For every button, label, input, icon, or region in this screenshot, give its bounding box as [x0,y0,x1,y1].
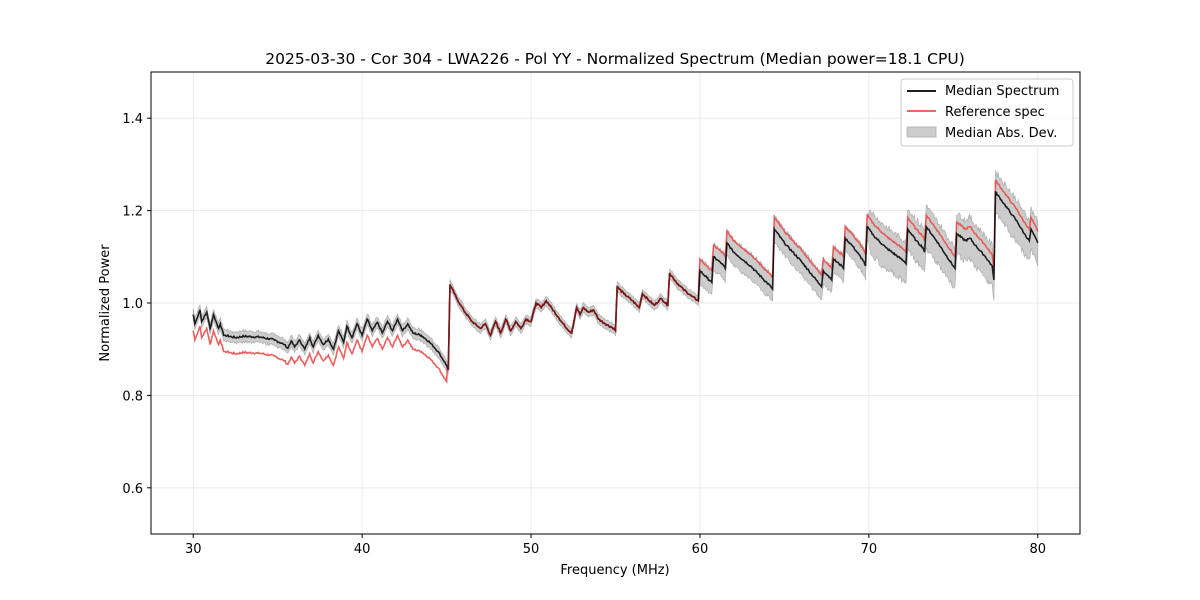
x-tick-label: 70 [861,542,878,557]
x-tick-label: 60 [692,542,709,557]
y-tick-label: 0.8 [122,389,143,404]
chart-title: 2025-03-30 - Cor 304 - LWA226 - Pol YY -… [265,50,965,68]
y-tick-label: 1.0 [122,297,143,312]
mad-band [192,169,1039,376]
legend-mad-label: Median Abs. Dev. [945,126,1057,141]
legend: Median Spectrum Reference spec Median Ab… [900,78,1074,147]
x-tick-label: 50 [523,542,540,557]
legend-frame [900,78,1074,147]
legend-mad-swatch [906,126,937,138]
y-axis: 0.6 0.8 1.0 1.2 1.4 [122,112,151,497]
mad-band-layer [192,169,1039,376]
x-tick-label: 40 [354,542,371,557]
y-tick-label: 1.2 [122,205,143,220]
legend-median-label: Median Spectrum [945,84,1059,99]
legend-reference-label: Reference spec [945,105,1045,120]
y-axis-label: Normalized Power [98,244,113,362]
y-tick-label: 1.4 [122,112,143,127]
x-tick-label: 30 [185,542,202,557]
x-axis: 30 40 50 60 70 80 [185,534,1046,557]
median-line-layer [192,190,1039,371]
x-tick-label: 80 [1029,542,1046,557]
reference-overlap-line [447,272,699,371]
x-axis-label: Frequency (MHz) [560,563,669,578]
y-tick-label: 0.6 [122,482,143,497]
